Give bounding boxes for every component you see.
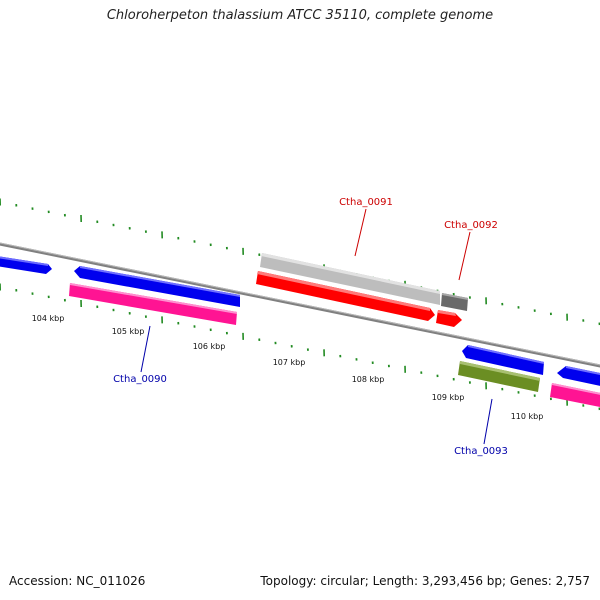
feature-ctha-0091-red[interactable] [256, 271, 435, 321]
tick-label-110kbp: 110 kbp [511, 412, 544, 421]
gene-label-ctha-0090[interactable]: Ctha_0090 [113, 374, 167, 385]
feature-ctha-0090-pink[interactable] [69, 283, 237, 325]
inner-tick-ring [0, 283, 600, 411]
feature-ctha-0090-blue[interactable] [74, 266, 240, 307]
accession-text: Accession: NC_011026 [9, 574, 146, 588]
leader-ctha-0090 [140, 325, 151, 373]
leader-ctha-0091 [354, 208, 367, 257]
feature-ctha-0092-darkgray[interactable] [441, 293, 468, 311]
tick-label-108kbp: 108 kbp [352, 375, 385, 384]
gene-label-ctha-0091[interactable]: Ctha_0091 [339, 197, 393, 208]
leader-ctha-0092 [458, 231, 471, 281]
feature-ctha-0092-red[interactable] [436, 310, 462, 327]
tick-label-107kbp: 107 kbp [273, 358, 306, 367]
gene-label-ctha-0093[interactable]: Ctha_0093 [454, 446, 508, 457]
genome-stats-text: Topology: circular; Length: 3,293,456 bp… [260, 574, 590, 588]
tick-label-106kbp: 106 kbp [193, 342, 226, 351]
feature-ctha-0093-green[interactable] [458, 361, 540, 392]
tick-label-104kbp: 104 kbp [32, 314, 65, 323]
feature-ctha-0091-gray[interactable] [260, 253, 440, 305]
feature-right-blue[interactable] [557, 366, 600, 388]
leader-ctha-0093 [483, 398, 493, 445]
tick-label-105kbp: 105 kbp [112, 327, 145, 336]
map-title: Chloroherpeton thalassium ATCC 35110, co… [106, 8, 494, 23]
tick-label-109kbp: 109 kbp [432, 393, 465, 402]
gene-label-ctha-0092[interactable]: Ctha_0092 [444, 220, 498, 231]
feature-ctha-0093-blue[interactable] [462, 345, 544, 375]
genome-backbone-highlight [0, 242, 600, 366]
feature-right-pink[interactable] [550, 383, 600, 409]
genome-backbone [0, 242, 600, 368]
feature-left-blue[interactable] [0, 255, 52, 274]
